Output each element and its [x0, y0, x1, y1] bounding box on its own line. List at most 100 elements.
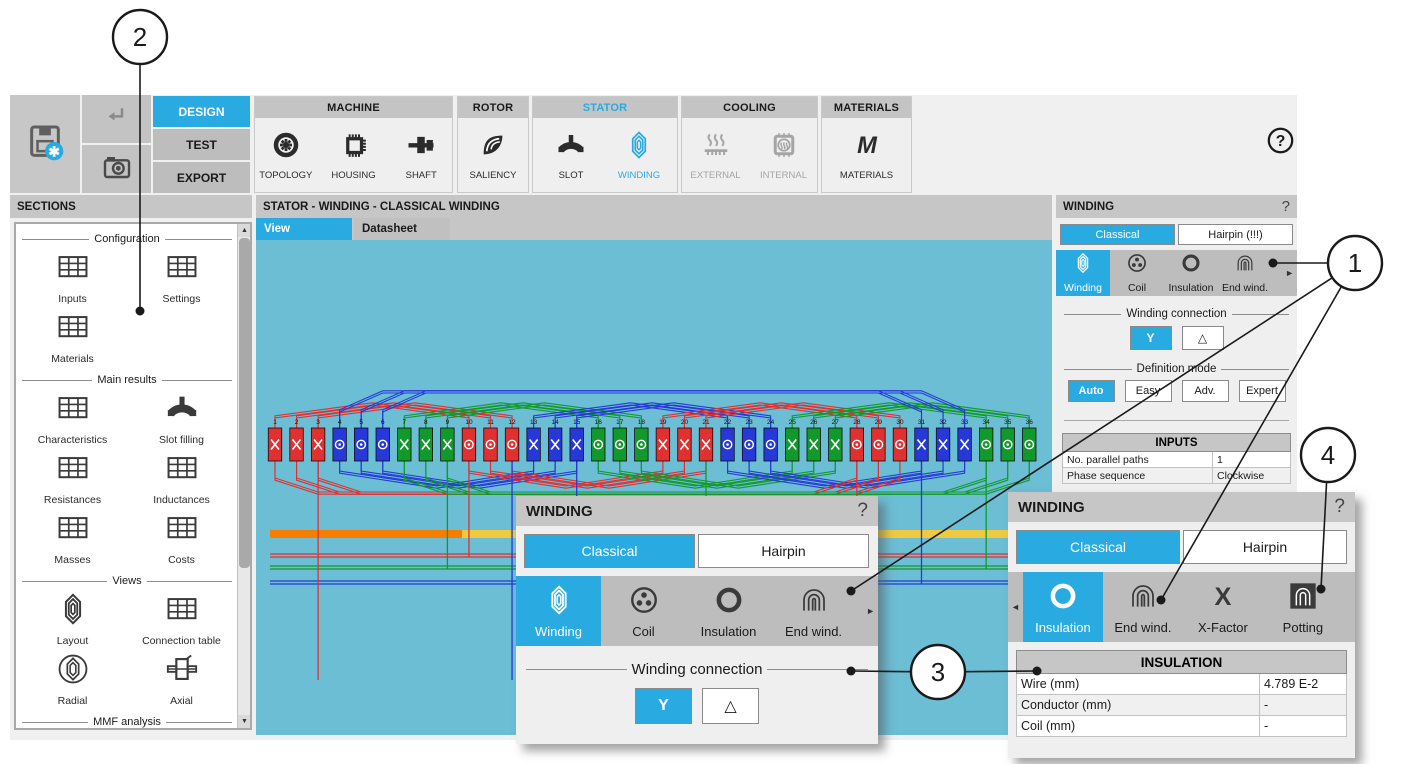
scroll-right-icon[interactable]: ► [1285, 268, 1294, 278]
type-button-hairpin[interactable]: Hairpin [1183, 530, 1347, 564]
scroll-down-icon[interactable]: ▼ [238, 715, 250, 728]
popup-header: WINDING? [1008, 492, 1355, 522]
section-item-inputs[interactable]: Inputs [18, 247, 127, 307]
row-value[interactable]: 1 [1212, 451, 1291, 468]
button-auto[interactable]: Auto [1067, 380, 1115, 402]
svg-text:34: 34 [983, 419, 991, 426]
row-value[interactable]: 4.789 E-2 [1259, 673, 1347, 695]
ribbon-group-items: M MATERIALS [822, 118, 911, 192]
mode-tab-export[interactable]: EXPORT [153, 162, 250, 193]
legend-line [1231, 313, 1289, 315]
section-item-axial[interactable]: Axial [127, 649, 236, 709]
tab-coil[interactable]: Coil [1110, 250, 1164, 296]
popup-help-icon[interactable]: ? [857, 500, 868, 521]
ribbon-item-external[interactable]: EXTERNAL [685, 122, 747, 188]
section-item-settings[interactable]: Settings [127, 247, 236, 307]
ribbon-item-saliency[interactable]: SALIENCY [462, 122, 524, 188]
section-item-characteristics[interactable]: Characteristics [18, 388, 127, 448]
scroll-right-icon[interactable]: ► [866, 606, 875, 616]
tab-insulation[interactable]: Insulation [686, 576, 771, 646]
scrollbar-thumb[interactable] [239, 238, 250, 568]
insulation-icon [1047, 580, 1079, 617]
tab-end-wind-[interactable]: End wind. [771, 576, 856, 646]
sidebar-scrollbar[interactable]: ▲ ▼ [237, 224, 250, 728]
row-value[interactable]: - [1259, 694, 1347, 716]
svg-text:19: 19 [659, 419, 667, 426]
tab-winding[interactable]: Winding [516, 576, 601, 646]
scroll-up-icon[interactable]: ▲ [238, 224, 250, 237]
tab-insulation[interactable]: Insulation [1022, 572, 1103, 642]
ribbon-item-topology[interactable]: TOPOLOGY [255, 122, 317, 188]
screenshot-button[interactable] [82, 145, 151, 193]
ribbon-item-label: WINDING [617, 169, 661, 181]
tab-insulation[interactable]: Insulation [1164, 250, 1218, 296]
section-item-radial[interactable]: Radial [18, 649, 127, 709]
tab-label: End wind. [1221, 282, 1269, 294]
row-label: Wire (mm) [1016, 673, 1260, 695]
section-item-materials[interactable]: Materials [18, 307, 127, 367]
section-item-inductances[interactable]: Inductances [127, 448, 236, 508]
svg-text:27: 27 [832, 419, 840, 426]
panel-help-icon[interactable]: ? [1281, 198, 1290, 215]
save-button[interactable]: ✱ [10, 95, 80, 193]
group-legend-label: Winding connection [631, 661, 763, 678]
coil-icon [628, 584, 660, 621]
ribbon-item-label: SALIENCY [469, 169, 517, 181]
row-value[interactable]: Clockwise [1212, 467, 1291, 484]
tab-end-wind-[interactable]: End wind. [1218, 250, 1272, 296]
section-item-layout[interactable]: Layout [18, 589, 127, 649]
section-item-slot-filling[interactable]: Slot filling [127, 388, 236, 448]
ribbon-item-label: EXTERNAL [690, 169, 741, 181]
button-[interactable]: △ [702, 688, 759, 724]
help-button[interactable]: ? [1267, 127, 1294, 154]
button-expert[interactable]: Expert [1238, 380, 1286, 402]
svg-text:14: 14 [552, 419, 560, 426]
type-button-hairpin[interactable]: Hairpin (!!!) [1178, 224, 1293, 245]
view-tab-datasheet[interactable]: Datasheet [354, 218, 450, 240]
legend-line [22, 238, 90, 240]
ribbon-item-housing[interactable]: HOUSING [323, 122, 385, 188]
type-button-classical[interactable]: Classical [1060, 224, 1175, 245]
section-group-label: Main results [97, 374, 157, 386]
button-easy[interactable]: Easy [1124, 380, 1172, 402]
ribbon-item-materials[interactable]: M MATERIALS [836, 122, 898, 188]
popup-title: WINDING [1018, 498, 1085, 516]
ribbon-item-shaft[interactable]: SHAFT [390, 122, 452, 188]
tab-winding[interactable]: Winding [1056, 250, 1110, 296]
ribbon-group-rotor: ROTOR SALIENCY [457, 96, 529, 193]
type-button-classical[interactable]: Classical [1016, 530, 1180, 564]
legend-line [146, 580, 232, 582]
section-item-resistances[interactable]: Resistances [18, 448, 127, 508]
section-item-masses[interactable]: Masses [18, 508, 127, 568]
ribbon-item-winding[interactable]: WINDING [608, 122, 670, 188]
row-value[interactable]: - [1259, 715, 1347, 737]
section-item-costs[interactable]: Costs [127, 508, 236, 568]
view-tab-view[interactable]: View [256, 218, 352, 240]
section-group-label: MMF analysis [93, 716, 161, 728]
button-y[interactable]: Y [635, 688, 692, 724]
type-button-classical[interactable]: Classical [524, 534, 695, 568]
mode-tab-test[interactable]: TEST [153, 129, 250, 160]
section-item-connection-table[interactable]: Connection table [127, 589, 236, 649]
button-adv[interactable]: Adv. [1181, 380, 1229, 402]
tab-x-factor[interactable]: X X-Factor [1183, 572, 1263, 642]
ribbon-item-internal[interactable]: INTERNAL [753, 122, 815, 188]
tab-end-wind-[interactable]: End wind. [1103, 572, 1183, 642]
scroll-left-icon[interactable]: ◄ [1011, 602, 1020, 612]
popup-help-icon[interactable]: ? [1334, 496, 1345, 517]
section-group-main-results: Main results [22, 374, 233, 386]
tab-potting[interactable]: Potting [1263, 572, 1343, 642]
table-row: Phase sequence Clockwise [1062, 467, 1291, 484]
type-button-hairpin[interactable]: Hairpin [698, 534, 869, 568]
button-y[interactable]: Y [1129, 326, 1172, 350]
ribbon-item-slot[interactable]: SLOT [540, 122, 602, 188]
winding-popup: WINDING? Classical Hairpin Winding Coil Insul… [516, 496, 878, 744]
tab-coil[interactable]: Coil [601, 576, 686, 646]
group-legend: Winding connection [1064, 308, 1289, 320]
winding-panel-header: WINDING ? [1056, 195, 1297, 218]
undo-button[interactable] [82, 95, 151, 143]
section-group-items: Layout Connection table Radial Axial [18, 589, 236, 709]
mode-tab-design[interactable]: DESIGN [153, 96, 250, 127]
section-divider [1064, 420, 1289, 421]
button-[interactable]: △ [1181, 326, 1224, 350]
